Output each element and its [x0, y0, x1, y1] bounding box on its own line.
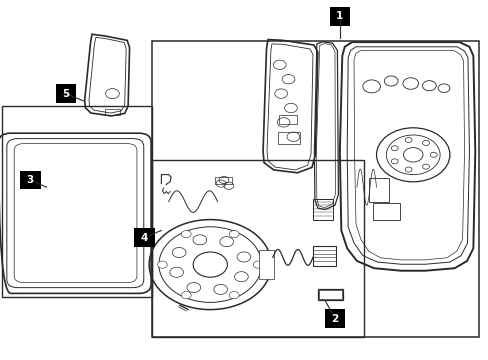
Text: 4: 4 — [140, 233, 148, 243]
Circle shape — [157, 261, 167, 268]
Bar — [134, 228, 154, 247]
Circle shape — [229, 230, 239, 238]
Bar — [318, 290, 342, 299]
Circle shape — [422, 164, 428, 169]
Circle shape — [390, 159, 397, 164]
Circle shape — [390, 146, 397, 151]
Circle shape — [186, 283, 200, 293]
Text: 1: 1 — [336, 11, 343, 21]
Bar — [105, 109, 120, 115]
Circle shape — [229, 292, 239, 299]
Circle shape — [234, 272, 248, 282]
Bar — [312, 199, 332, 220]
Circle shape — [253, 261, 263, 268]
Bar — [151, 160, 364, 337]
Bar — [215, 177, 232, 184]
Bar — [317, 289, 343, 300]
Bar — [312, 246, 336, 266]
Bar — [151, 41, 478, 337]
Bar — [2, 106, 151, 297]
Circle shape — [213, 284, 227, 294]
Text: 2: 2 — [331, 314, 338, 324]
Circle shape — [193, 235, 206, 245]
Bar — [329, 7, 349, 26]
Bar — [368, 178, 388, 202]
Bar — [56, 84, 76, 103]
Bar — [324, 309, 345, 328]
Bar — [372, 203, 399, 220]
Circle shape — [405, 167, 411, 172]
Bar — [20, 171, 41, 189]
Bar — [278, 115, 297, 124]
Circle shape — [169, 267, 183, 277]
Circle shape — [172, 247, 185, 257]
Circle shape — [181, 230, 191, 238]
Circle shape — [237, 252, 250, 262]
Circle shape — [220, 237, 233, 247]
Circle shape — [181, 292, 191, 299]
Circle shape — [429, 152, 436, 157]
Polygon shape — [259, 250, 273, 279]
Text: 5: 5 — [62, 89, 69, 99]
Circle shape — [422, 140, 428, 145]
Circle shape — [405, 138, 411, 143]
Bar — [277, 132, 299, 144]
Text: 3: 3 — [27, 175, 34, 185]
